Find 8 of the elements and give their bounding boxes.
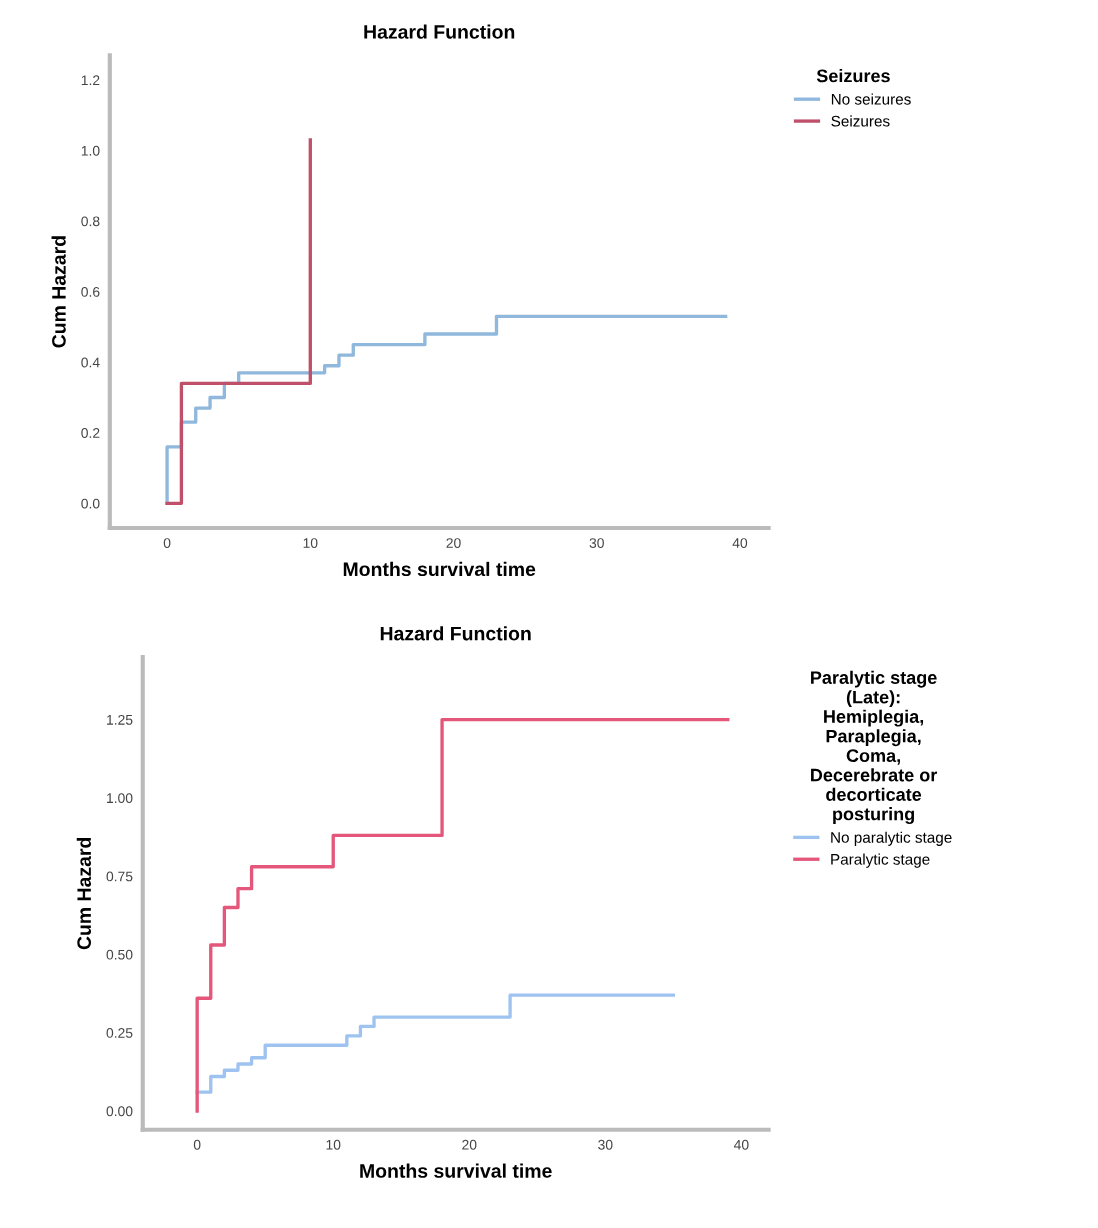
chart-title: Hazard Function: [380, 626, 531, 641]
x-axis-title: Months survival time: [343, 561, 536, 577]
legend-title: Paralytic stage (Late): Hemiplegia, Paraplegia, Coma, Decerebrate or decorticate posturing: [811, 670, 938, 825]
y-axis-title: Cum Hazard: [76, 837, 92, 950]
x-axis-title: Months survival time: [360, 1163, 552, 1178]
y-axis-title: Cum Hazard: [51, 236, 66, 348]
legend-title: Seizures: [816, 69, 890, 83]
chart-title: Hazard Function: [364, 24, 515, 39]
